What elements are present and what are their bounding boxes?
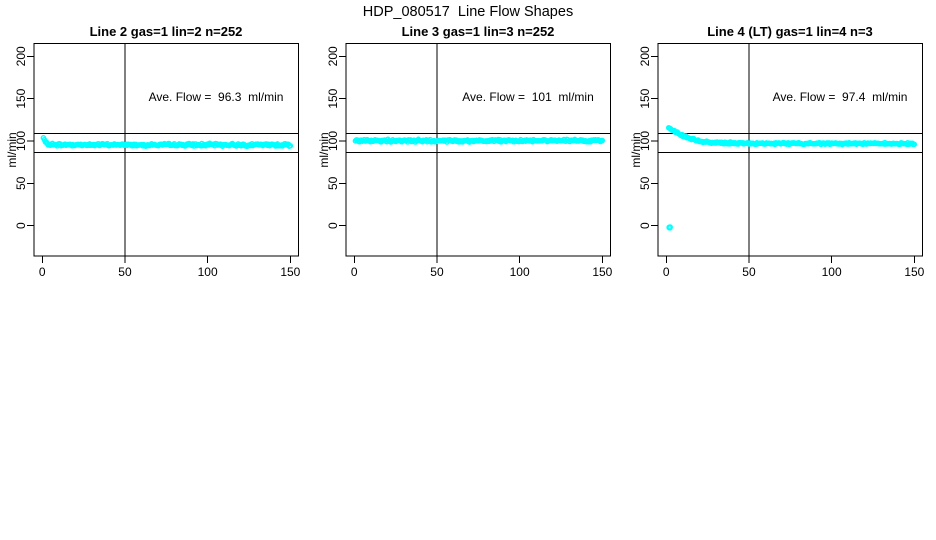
panel-box <box>657 43 924 257</box>
panel-3: 0 50 100 150 0 50 100 150 200 <box>638 43 925 279</box>
panel-1-title: Line 2 gas=1 lin=2 n=252 <box>89 24 243 39</box>
y-tick-label: 150 <box>14 88 28 108</box>
y-tick-label: 100 <box>14 131 28 151</box>
panel-1-ave-flow-annotation: Ave. Flow = 96.3 ml/min <box>148 90 284 104</box>
outlier-data-point <box>666 224 673 231</box>
y-tick-label: 150 <box>638 88 652 108</box>
panel-1-y-axis-label: ml/min <box>5 132 19 168</box>
y-tick-label: 150 <box>326 88 340 108</box>
data-point <box>599 137 606 144</box>
panel-3-title: Line 4 (LT) gas=1 lin=4 n=3 <box>707 24 873 39</box>
panel-2: 0 50 100 150 0 50 100 150 200 <box>326 43 613 279</box>
data-point <box>911 141 918 148</box>
x-tick-label: 50 <box>742 265 756 279</box>
panel-2-y-axis-label: ml/min <box>317 132 331 168</box>
y-tick-label: 100 <box>638 131 652 151</box>
figure-title: HDP_080517 Line Flow Shapes <box>362 4 574 20</box>
y-tick-label: 0 <box>14 222 28 229</box>
y-tick-label: 200 <box>14 46 28 66</box>
data-point <box>596 137 603 144</box>
x-tick-label: 0 <box>663 265 670 279</box>
y-tick-label: 100 <box>326 131 340 151</box>
panel-box <box>33 43 300 257</box>
y-tick-label: 50 <box>14 176 28 190</box>
x-tick-label: 100 <box>198 265 218 279</box>
panel-box <box>345 43 612 257</box>
x-tick-label: 150 <box>592 265 612 279</box>
x-tick-label: 100 <box>822 265 842 279</box>
x-tick-label: 100 <box>510 265 530 279</box>
x-tick-label: 0 <box>39 265 46 279</box>
y-tick-label: 0 <box>638 222 652 229</box>
y-tick-label: 0 <box>326 222 340 229</box>
y-tick-label: 200 <box>326 46 340 66</box>
y-tick-label: 50 <box>638 176 652 190</box>
x-tick-label: 0 <box>351 265 358 279</box>
x-tick-label: 150 <box>904 265 924 279</box>
data-point <box>287 142 294 149</box>
panel-1: 0 50 100 150 0 50 100 150 200 <box>14 43 301 279</box>
y-tick-label: 200 <box>638 46 652 66</box>
x-tick-label: 150 <box>280 265 300 279</box>
x-tick-label: 50 <box>430 265 444 279</box>
x-tick-label: 50 <box>118 265 132 279</box>
panel-2-ave-flow-annotation: Ave. Flow = 101 ml/min <box>462 90 594 104</box>
panel-3-y-axis-label: ml/min <box>629 132 643 168</box>
panel-3-ave-flow-annotation: Ave. Flow = 97.4 ml/min <box>772 90 908 104</box>
y-tick-label: 50 <box>326 176 340 190</box>
panel-2-title: Line 3 gas=1 lin=3 n=252 <box>401 24 555 39</box>
plots-svg: 0 50 100 150 0 50 100 150 200 0 50 100 150 0 50 100 150 2… <box>14 43 925 279</box>
